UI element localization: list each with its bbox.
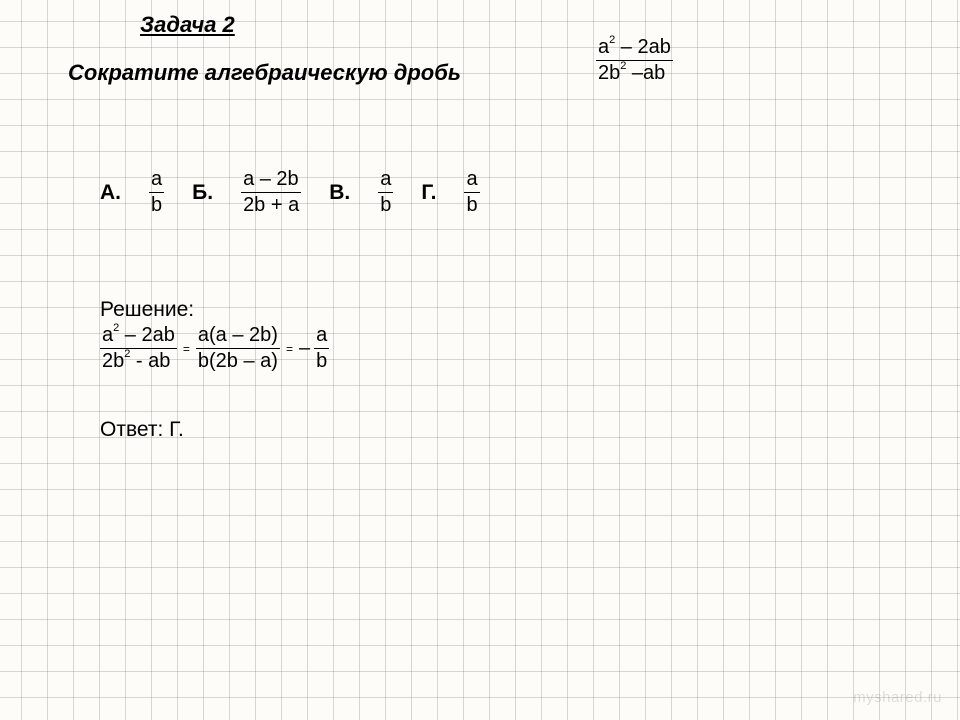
watermark: myshared.ru	[853, 689, 942, 706]
option-a-den: b	[149, 193, 164, 217]
answer-label: Ответ	[100, 418, 157, 441]
solution-step1-num: a2 – 2ab	[100, 324, 177, 349]
solution-step2-num: a(a – 2b)	[196, 324, 280, 349]
solution-label-text: Решение	[100, 298, 188, 321]
problem-prompt: Сократите алгебраическую дробь	[68, 60, 461, 86]
main-fraction-denominator: 2b2 –ab	[596, 61, 673, 85]
equals-1: =	[177, 342, 196, 356]
option-v-den: b	[378, 193, 393, 217]
option-b-den: 2b + a	[241, 193, 301, 217]
solution-label: Решение:	[100, 298, 194, 322]
solution-step3-num: a	[314, 324, 329, 349]
option-v-num: a	[378, 168, 393, 193]
option-v-fraction: a b	[378, 168, 393, 217]
main-fraction: a2 – 2ab 2b2 –ab	[596, 36, 673, 85]
solution-step2: a(a – 2b) b(2b – a)	[196, 324, 280, 373]
equals-2: =	[280, 342, 299, 356]
solution-steps: a2 – 2ab 2b2 - ab = a(a – 2b) b(2b – a) …	[100, 324, 329, 373]
option-a-fraction: a b	[149, 168, 164, 217]
option-g-num: a	[464, 168, 479, 193]
option-b-label: Б.	[192, 181, 213, 205]
solution-step2-den: b(2b – a)	[196, 349, 280, 373]
problem-title: Задача 2	[140, 12, 235, 38]
option-b-fraction: a – 2b 2b + a	[241, 168, 301, 217]
option-b-num: a – 2b	[241, 168, 301, 193]
answer-line: Ответ: Г.	[100, 418, 184, 442]
main-fraction-numerator: a2 – 2ab	[596, 36, 673, 61]
solution-step1: a2 – 2ab 2b2 - ab	[100, 324, 177, 373]
option-v-label: В.	[329, 181, 350, 205]
answer-value: Г.	[169, 418, 184, 441]
solution-step3-minus: –	[299, 337, 314, 360]
solution-step3: a b	[314, 324, 329, 373]
option-g-den: b	[464, 193, 479, 217]
options-row: А. a b Б. a – 2b 2b + a В. a b Г. a b	[100, 168, 480, 217]
solution-step3-den: b	[314, 349, 329, 373]
option-a-label: А.	[100, 181, 121, 205]
solution-step1-den: 2b2 - ab	[100, 349, 177, 373]
option-a-num: a	[149, 168, 164, 193]
option-g-label: Г.	[421, 181, 436, 205]
option-g-fraction: a b	[464, 168, 479, 217]
